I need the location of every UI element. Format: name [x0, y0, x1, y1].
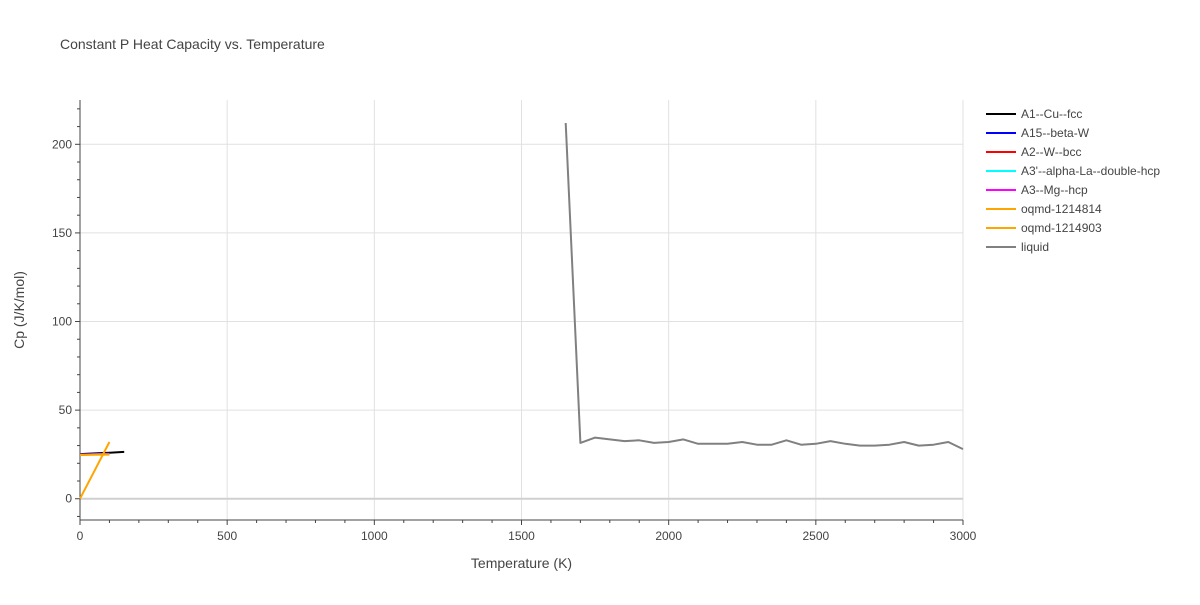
y-tick-label: 150	[52, 226, 72, 240]
x-tick-label: 3000	[950, 529, 977, 543]
series-line-liquid	[566, 123, 963, 449]
y-axis-title: Cp (J/K/mol)	[11, 271, 27, 349]
x-tick-label: 2500	[802, 529, 829, 543]
y-tick-label: 0	[65, 492, 72, 506]
chart-title: Constant P Heat Capacity vs. Temperature	[60, 36, 325, 52]
legend-label: A15--beta-W	[1021, 126, 1090, 140]
y-tick-label: 100	[52, 315, 72, 329]
x-tick-label: 1500	[508, 529, 535, 543]
legend-label: A2--W--bcc	[1021, 145, 1081, 159]
legend-label: A1--Cu--fcc	[1021, 107, 1082, 121]
legend-label: A3'--alpha-La--double-hcp	[1021, 164, 1160, 178]
x-axis-title: Temperature (K)	[471, 555, 572, 571]
x-tick-label: 2000	[655, 529, 682, 543]
legend-label: oqmd-1214903	[1021, 221, 1102, 235]
legend-label: liquid	[1021, 240, 1049, 254]
legend-label: oqmd-1214814	[1021, 202, 1102, 216]
series-line-oqmd-1214903	[80, 442, 109, 499]
x-tick-label: 1000	[361, 529, 388, 543]
y-tick-label: 200	[52, 137, 72, 151]
y-tick-label: 50	[59, 403, 73, 417]
legend-label: A3--Mg--hcp	[1021, 183, 1088, 197]
x-tick-label: 500	[217, 529, 237, 543]
x-tick-label: 0	[77, 529, 84, 543]
